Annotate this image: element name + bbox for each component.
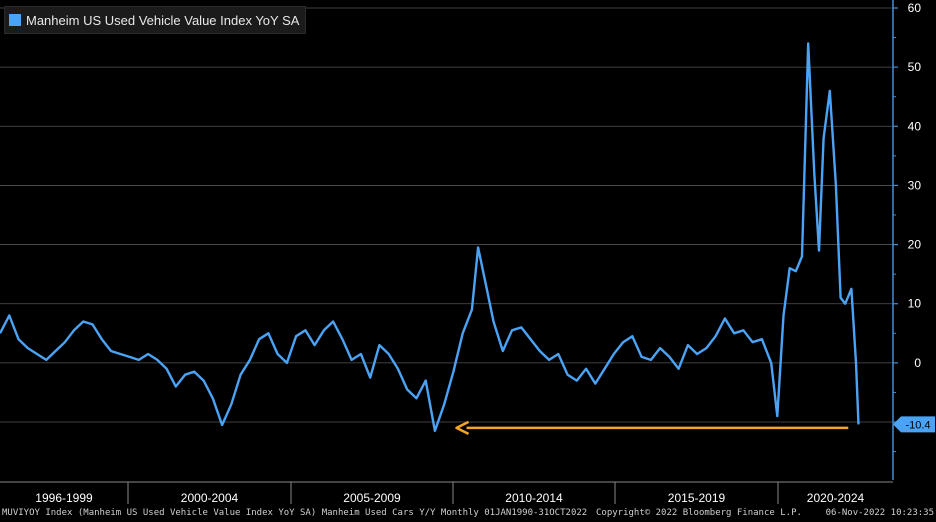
x-period-label: 2005-2009 xyxy=(343,491,401,505)
footer-copyright: Copyright© 2022 Bloomberg Finance L.P. xyxy=(596,508,802,518)
annotation-group: -10.4 xyxy=(455,416,935,436)
y-tick-label: 60 xyxy=(908,1,922,15)
x-period-label: 2015-2019 xyxy=(668,491,726,505)
legend: Manheim US Used Vehicle Value Index YoY … xyxy=(4,6,307,34)
y-tick-label: 0 xyxy=(914,356,921,370)
x-period-label: 1996-1999 xyxy=(35,491,93,505)
y-tick-label: 20 xyxy=(908,238,922,252)
y-tick-label: 40 xyxy=(908,119,922,133)
footer-timestamp: 06-Nov-2022 10:23:35 xyxy=(825,508,934,518)
y-tick-label: 50 xyxy=(908,60,922,74)
y-tick-label: 30 xyxy=(908,178,922,192)
y-tick-label: 10 xyxy=(908,297,922,311)
last-value-label: -10.4 xyxy=(905,419,930,431)
footer-source: MUVIYOY Index (Manheim US Used Vehicle V… xyxy=(2,508,588,518)
arrow-head xyxy=(455,420,470,436)
x-period-label: 2020-2024 xyxy=(807,491,865,505)
legend-label: Manheim US Used Vehicle Value Index YoY … xyxy=(26,12,300,28)
x-axis: 1996-1999 2000-2004 2005-2009 2010-2014 2015… xyxy=(0,481,893,505)
series-group xyxy=(0,42,860,433)
y-axis: 60 50 40 30 20 10 0 xyxy=(892,0,922,480)
legend-swatch xyxy=(9,14,21,26)
x-period-label: 2000-2004 xyxy=(181,491,239,505)
series-line xyxy=(0,42,860,433)
x-period-label: 2010-2014 xyxy=(505,491,563,505)
last-value-badge xyxy=(893,416,935,433)
gridlines xyxy=(0,7,893,423)
